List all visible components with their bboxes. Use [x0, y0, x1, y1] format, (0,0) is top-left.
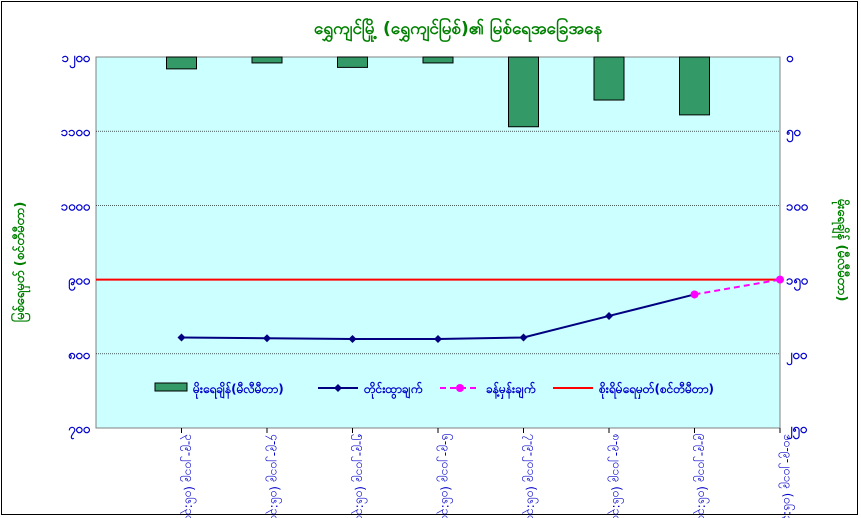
measured-point	[348, 334, 357, 343]
right-tick-label: ၁၅၀	[786, 274, 809, 292]
x-tick-label: ၇-၉-၂၀၁၉ (ဝ၆:၃၀)	[522, 434, 540, 518]
legend-measured: တိုင်းထွာချက်	[318, 380, 423, 400]
right-tick-label: ၀	[786, 51, 794, 66]
x-axis-ticks: ၃-၉-၂၀၁၉ (ဝ၆:၃၀) ၄-၉-၂၀၁၉ (ဝ၆:၃၀) ၅-၉-၂၀၁၉…	[180, 428, 796, 518]
right-tick-label: ၅၀	[786, 125, 801, 143]
forecast-point	[690, 290, 699, 299]
measured-point	[434, 334, 442, 343]
x-tick-label: ၁၀-၉-၂၀၁၉ (ဝ၆:၃၀)	[778, 434, 796, 518]
legend-marker	[456, 384, 464, 392]
x-tick-label: ၅-၉-၂၀၁၉ (ဝ၆:၃၀)	[351, 434, 369, 518]
legend-label: တိုင်းထွာချက်	[363, 380, 423, 400]
measured-point	[263, 334, 271, 343]
rainfall-bar	[593, 56, 625, 101]
legend-label: မိုးရေချိန်(မီလီမီတာ)	[192, 380, 284, 400]
rainfall-bar	[508, 56, 539, 128]
left-tick-label: ၈၀၀	[68, 348, 91, 363]
x-tick-label: ၃-၉-၂၀၁၉ (ဝ၆:၃၀)	[180, 434, 198, 518]
left-tick-label: ၁၂၀၀	[62, 51, 91, 69]
legend: မိုးရေချိန်(မီလီမီတာ) တိုင်းထွာချက် ခန့်မှ…	[154, 380, 714, 400]
x-tick-label: ၉-၉-၂၀၁၉ (ဝ၆:၃၀)	[693, 434, 711, 518]
legend-swatch	[154, 382, 188, 392]
right-axis-label: မိုးရေချိန် (မီလီမီတာ)	[831, 199, 851, 302]
rainfall-bar	[422, 56, 454, 64]
left-tick-label: ၇၀၀	[68, 422, 91, 440]
legend-rainfall: မိုးရေချိန်(မီလီမီတာ)	[154, 380, 284, 400]
left-axis-ticks: ၇၀၀ ၈၀၀ ၉၀၀ ၁၀၀၀ ၁၁၀၀ ၁၂၀၀	[61, 51, 91, 440]
measured-point	[605, 311, 613, 320]
rainfall-bar	[337, 56, 368, 68]
forecast-point	[776, 275, 784, 284]
chart-title: ရွှေကျင်မြို့ (ရွှေကျင်မြစ်)၏ မြစ်ရေအခြေ…	[314, 16, 603, 43]
plot-area	[95, 56, 781, 429]
x-tick-label: ၆-၉-၂၀၁၉ (ဝ၆:၃၀)	[436, 434, 454, 518]
legend-marker	[334, 384, 342, 392]
rainfall-bars	[166, 56, 710, 128]
legend-label: ခန့်မှန်းချက်	[486, 380, 536, 400]
left-tick-label: ၁၀၀၀	[61, 199, 91, 214]
right-tick-label: ၂၀၀	[786, 348, 808, 366]
right-tick-label: ၂၅၀	[786, 422, 808, 440]
x-tick-label: ၈-၉-၂၀၁၉ (ဝ၆:၃၀)	[607, 434, 625, 518]
measured-point	[519, 333, 528, 342]
legend-forecast: ခန့်မှန်းချက်	[440, 380, 536, 400]
left-tick-label: ၁၁၀၀	[61, 125, 91, 140]
rainfall-bar	[166, 56, 197, 70]
right-tick-label: ၁၀၀	[786, 199, 809, 214]
line-series	[177, 275, 784, 343]
left-axis-label: မြစ်ရေမှတ် (စင်တီမီတာ)	[10, 202, 31, 323]
legend-label: စိုးရိမ်ရေမှတ်(စင်တီမီတာ)	[598, 380, 714, 400]
x-tick-label: ၄-၉-၂၀၁၉ (ဝ၆:၃၀)	[265, 434, 283, 518]
measured-point	[177, 333, 186, 342]
rainfall-bar	[679, 56, 710, 116]
left-tick-label: ၉၀၀	[68, 274, 91, 292]
forecast-line	[694, 278, 781, 296]
rainfall-bar	[251, 56, 283, 64]
legend-warning-level: စိုးရိမ်ရေမှတ်(စင်တီမီတာ)	[553, 380, 714, 400]
